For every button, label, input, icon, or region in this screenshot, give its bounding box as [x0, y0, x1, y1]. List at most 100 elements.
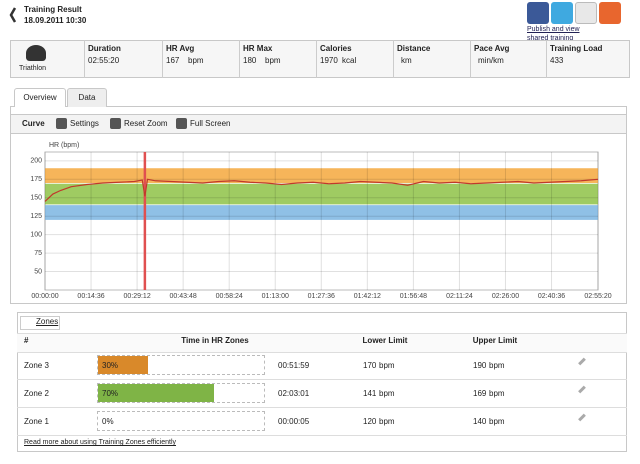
x-tick-label: 00:29:12: [123, 293, 150, 300]
zones-tab[interactable]: Zones: [36, 317, 59, 326]
stat-divider: [546, 40, 547, 78]
zone-row: [17, 380, 627, 408]
y-tick-label: 175: [30, 176, 42, 183]
x-tick-label: 00:00:00: [31, 293, 58, 300]
zone-band: [45, 168, 598, 183]
datetime: 18.09.2011 10:30: [24, 16, 87, 25]
zone-bar-track: [97, 383, 265, 403]
back-arrow[interactable]: [8, 6, 18, 24]
zone-row: [17, 408, 627, 436]
hr-chart: HR (bpm) 50 75 100 125 150 175 200 00:00:00 00:14…: [30, 142, 611, 300]
zone-lower: 141: [363, 389, 377, 398]
more-button[interactable]: [599, 2, 621, 24]
stat-label: HR Avg: [166, 44, 195, 53]
zone-bar-track: [97, 411, 265, 431]
stat-unit: min/km: [478, 56, 504, 65]
zone-upper: 169: [473, 389, 487, 398]
stat-divider: [470, 40, 471, 78]
stat-label: HR Max: [243, 44, 273, 53]
zone-name: Zone 1: [24, 417, 49, 426]
zone-band: [45, 205, 598, 220]
zone-percent: 0%: [102, 417, 114, 426]
y-tick-label: 200: [30, 158, 42, 165]
stat-label: Pace Avg: [474, 44, 510, 53]
zone-time: 00:00:05: [278, 417, 310, 426]
column-header: Upper Limit: [472, 336, 518, 345]
zone-lower-unit: bpm: [379, 417, 395, 426]
facebook-button[interactable]: [527, 2, 549, 24]
twitter-button[interactable]: [551, 2, 573, 24]
x-tick-label: 01:27:36: [308, 293, 335, 300]
tool-icon[interactable]: [56, 118, 67, 129]
zone-row: [17, 352, 627, 380]
stat-unit: bpm: [188, 56, 204, 65]
zone-time: 02:03:01: [278, 389, 310, 398]
share-link[interactable]: Publish and view shared training: [527, 26, 580, 42]
y-tick-label: 150: [30, 195, 42, 202]
y-tick-label: 100: [30, 231, 42, 238]
stat-divider: [162, 40, 163, 78]
stat-value: 167: [166, 56, 180, 65]
stat-unit: km: [401, 56, 412, 65]
x-tick-label: 02:26:00: [492, 293, 519, 300]
zone-percent: 70%: [102, 389, 119, 398]
zone-percent: 30%: [102, 361, 119, 370]
zone-lower-unit: bpm: [379, 389, 395, 398]
tab[interactable]: Overview: [14, 88, 66, 107]
tool-button[interactable]: Reset Zoom: [124, 119, 168, 128]
tool-icon[interactable]: [110, 118, 121, 129]
x-tick-label: 02:55:20: [584, 293, 611, 300]
page-title: Training Result: [24, 5, 82, 14]
zone-name: Zone 3: [24, 361, 49, 370]
tool-button[interactable]: Curve: [22, 119, 45, 128]
zones-header-row: [17, 333, 627, 353]
x-tick-label: 01:56:48: [400, 293, 427, 300]
column-header: Lower Limit: [362, 336, 408, 345]
stat-value: 180: [243, 56, 257, 65]
stat-unit: kcal: [342, 56, 357, 65]
x-tick-label: 01:42:12: [354, 293, 381, 300]
stat-divider: [316, 40, 317, 78]
hr-line: [44, 178, 599, 202]
y-axis-label: HR (bpm): [49, 142, 79, 149]
tool-button[interactable]: Full Screen: [190, 119, 231, 128]
stat-label: Distance: [397, 44, 431, 53]
summary-bar: [10, 40, 630, 78]
sport-icon: [26, 45, 46, 61]
x-tick-label: 00:58:24: [216, 293, 243, 300]
zones-panel: [17, 312, 627, 452]
zone-lower-unit: bpm: [379, 361, 395, 370]
zone-band: [45, 183, 598, 205]
y-tick-label: 75: [34, 250, 42, 257]
stat-label: Duration: [88, 44, 121, 53]
tool-button[interactable]: Settings: [70, 119, 99, 128]
x-tick-label: 02:40:36: [538, 293, 565, 300]
stat-value: 02:55:20: [88, 56, 120, 65]
zone-upper: 140: [473, 417, 487, 426]
toolbar: [10, 114, 627, 134]
zone-upper-unit: bpm: [489, 417, 505, 426]
x-tick-label: 00:43:48: [170, 293, 197, 300]
tool-icon[interactable]: [176, 118, 187, 129]
tab[interactable]: Data: [67, 88, 107, 107]
zone-upper: 190: [473, 361, 487, 370]
zone-lower: 170: [363, 361, 377, 370]
zone-upper-unit: bpm: [489, 389, 505, 398]
stat-divider: [393, 40, 394, 78]
mail-button[interactable]: [575, 2, 597, 24]
sport-name: Triathlon: [19, 65, 46, 72]
stat-label: Calories: [320, 44, 352, 53]
zones-tab-box[interactable]: [20, 316, 60, 330]
column-header: #: [24, 336, 29, 345]
zone-time: 00:51:59: [278, 361, 310, 370]
stat-label: Training Load: [550, 44, 603, 53]
zone-name: Zone 2: [24, 389, 49, 398]
column-header: Time in HR Zones: [181, 336, 249, 345]
zone-bar-track: [97, 355, 265, 375]
stat-divider: [84, 40, 85, 78]
zone-lower: 120: [363, 417, 377, 426]
stat-divider: [239, 40, 240, 78]
stat-value: 1970: [320, 56, 338, 65]
zones-link[interactable]: Read more about using Training Zones eff…: [24, 439, 177, 446]
